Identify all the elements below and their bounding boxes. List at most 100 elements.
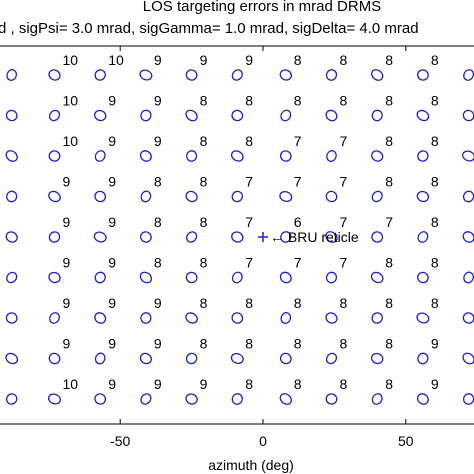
error-ellipse-marker (325, 69, 338, 81)
error-value-label: 8 (294, 52, 302, 68)
error-ellipse-marker (6, 271, 18, 284)
error-value-label: 9 (108, 255, 116, 271)
error-ellipse-marker (371, 69, 384, 81)
error-value-label: 9 (154, 93, 162, 109)
error-value-label: 7 (340, 214, 348, 230)
x-tick-label: -50 (110, 433, 130, 449)
error-ellipse-marker (48, 69, 61, 81)
error-value-label: 10 (63, 376, 79, 392)
error-ellipse-marker (139, 69, 153, 81)
error-ellipse-marker (5, 393, 18, 405)
error-ellipse-marker (48, 109, 61, 122)
error-ellipse-marker (280, 231, 292, 243)
error-value-label: 9 (154, 295, 162, 311)
error-value-label: 8 (154, 214, 162, 230)
error-value-label: 8 (385, 133, 393, 149)
error-value-label: 8 (385, 336, 393, 352)
error-ellipse-marker (326, 150, 337, 162)
error-ellipse-marker (417, 271, 429, 284)
error-value-label: 9 (154, 336, 162, 352)
error-ellipse-marker (93, 231, 107, 243)
error-ellipse-marker (185, 312, 198, 324)
chart-title: LOS targeting errors in mrad DRMS (143, 0, 381, 15)
error-ellipse-marker (462, 352, 474, 365)
error-value-label: 7 (245, 255, 253, 271)
error-value-label: 8 (200, 133, 208, 149)
error-ellipse-marker (140, 109, 152, 122)
error-value-label: 8 (200, 295, 208, 311)
error-value-label: 9 (108, 93, 116, 109)
error-ellipse-marker (371, 190, 383, 203)
error-value-label: 9 (63, 174, 71, 190)
error-value-label: 9 (154, 133, 162, 149)
chart-subtitle: d , sigPsi= 3.0 mrad, sigGamma= 1.0 mrad… (0, 20, 419, 37)
bru-reticle-annotation: ← BRU reticle (270, 229, 359, 245)
error-value-label: 8 (340, 336, 348, 352)
error-ellipse-marker (279, 271, 292, 284)
error-value-label: 8 (245, 295, 253, 311)
error-value-label: 7 (294, 255, 302, 271)
error-value-label: 7 (340, 174, 348, 190)
error-ellipse-marker (231, 393, 243, 405)
error-value-label: 8 (245, 93, 253, 109)
error-ellipse-marker (279, 190, 293, 203)
error-ellipse-marker (185, 69, 198, 81)
error-value-label: 8 (431, 255, 439, 271)
error-value-label: 8 (200, 255, 208, 271)
error-ellipse-marker (325, 109, 338, 122)
error-value-label: 8 (431, 52, 439, 68)
error-ellipse-marker (94, 190, 107, 203)
error-ellipse-marker (140, 312, 152, 324)
error-ellipse-marker (416, 69, 429, 81)
error-value-label: 9 (245, 52, 253, 68)
plot-area (0, 45, 474, 425)
error-value-label: 9 (63, 214, 71, 230)
error-ellipse-marker (371, 393, 383, 405)
error-value-label: 9 (108, 133, 116, 149)
error-ellipse-marker (463, 69, 474, 81)
error-value-label: 10 (63, 52, 79, 68)
error-value-label: 10 (63, 93, 79, 109)
error-value-label: 10 (108, 52, 124, 68)
error-ellipse-marker (139, 150, 152, 162)
error-value-label: 9 (200, 52, 208, 68)
error-ellipse-marker (140, 190, 152, 203)
error-value-label: 9 (108, 336, 116, 352)
error-ellipse-marker (370, 271, 384, 284)
error-labels: 10 10 9 9 9 8 8 8 8 10 9 9 8 8 8 8 8 8 10 9 9 8 8 7 7 8 8 9 9 8 8 7 7 7 8 8… (63, 52, 439, 392)
error-ellipse-marker (416, 109, 430, 122)
error-value-label: 8 (154, 255, 162, 271)
error-ellipse-marker (5, 352, 19, 365)
error-value-label: 8 (200, 93, 208, 109)
error-ellipse-marker (139, 352, 153, 365)
error-ellipse-marker (48, 231, 61, 243)
error-value-label: 8 (294, 336, 302, 352)
error-value-label: 8 (200, 214, 208, 230)
error-value-label: 8 (294, 93, 302, 109)
error-value-label: 8 (385, 255, 393, 271)
error-ellipse-marker (140, 231, 152, 243)
error-ellipse-marker (230, 352, 244, 365)
error-ellipse-marker (6, 190, 18, 203)
error-ellipse-marker (231, 109, 244, 122)
error-value-label: 9 (200, 376, 208, 392)
error-ellipse-marker (185, 271, 198, 284)
error-value-label: 7 (245, 174, 253, 190)
error-value-label: 8 (154, 174, 162, 190)
error-ellipse-marker (94, 271, 106, 284)
error-value-label: 9 (431, 376, 439, 392)
error-ellipse-marker (417, 150, 429, 162)
error-value-label: 8 (340, 52, 348, 68)
error-ellipse-marker (279, 69, 293, 81)
bru-reticle: ← BRU reticle (258, 229, 359, 245)
error-ellipse-marker (370, 352, 384, 365)
error-ellipse-marker (416, 393, 429, 405)
error-ellipse-marker (185, 109, 198, 122)
error-value-label: 8 (385, 376, 393, 392)
error-value-label: 8 (385, 174, 393, 190)
error-value-label: 9 (108, 376, 116, 392)
error-ellipse-marker (49, 312, 60, 324)
error-ellipse-marker (230, 150, 244, 162)
error-ellipse-marker (417, 231, 429, 243)
error-ellipse-marker (48, 150, 61, 162)
